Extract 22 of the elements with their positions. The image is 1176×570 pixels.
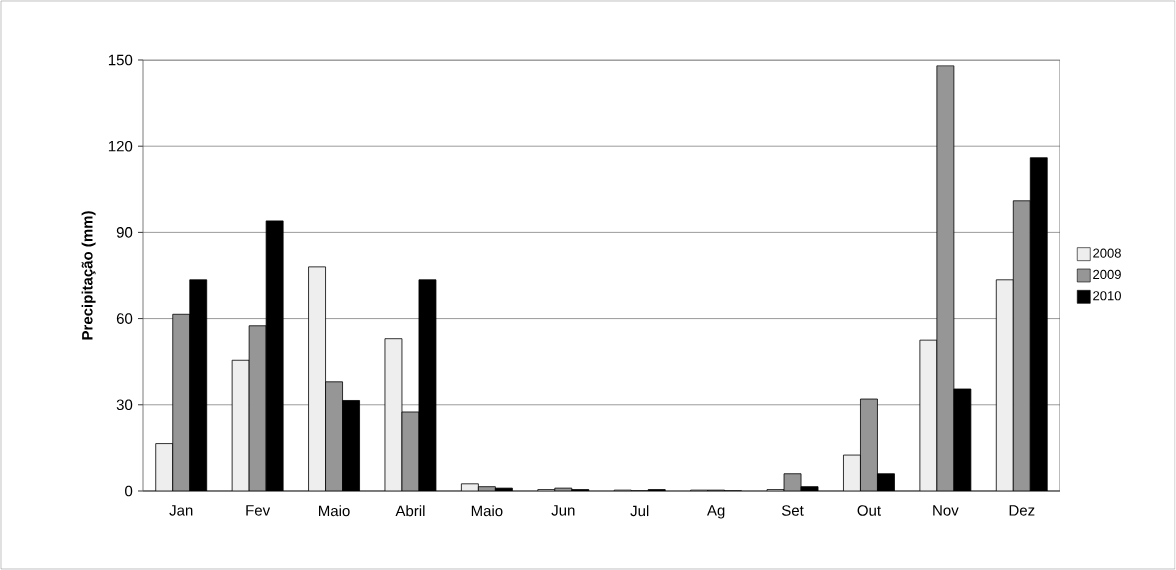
y-tick-label: 0 [125,485,133,497]
x-tick-label: Nov [933,505,959,516]
x-tick-label: Set [781,505,804,516]
x-tick-label: Jun [551,505,575,516]
x-tick-label: Abril [395,505,425,517]
x-tick-label: Jul [630,505,649,517]
x-tick-label: Out [857,505,881,516]
y-tick-label: 30 [116,399,133,411]
x-tick-label: Maio [319,505,350,517]
legend-label: 2008 [1093,248,1121,258]
x-tick-label: Fev [246,505,271,516]
x-tick-label: Maio [471,505,503,517]
y-tick-label: 90 [116,227,133,238]
x-tick-label: Jan [169,505,193,516]
legend-label: 2009 [1093,269,1121,280]
x-tick-label: Ag [706,505,725,519]
y-tick-label: 150 [108,54,133,66]
y-tick-label: 120 [108,140,133,152]
legend-label: 2010 [1093,291,1121,301]
y-axis-title: Precipitação (mm) [81,211,96,340]
y-tick-label: 60 [116,313,133,324]
x-tick-label: Dez [1009,505,1035,516]
